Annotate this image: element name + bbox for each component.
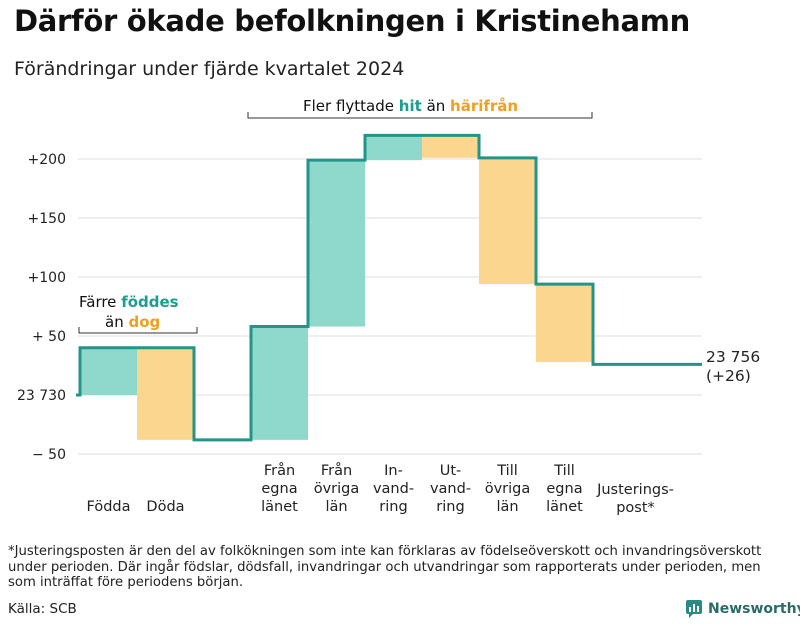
x-label-6: vand- [430, 481, 471, 497]
source: Källa: SCB [8, 601, 77, 617]
end-label: 23 756(+26) [706, 348, 760, 385]
x-label-7: län [496, 499, 518, 515]
footnote: *Justeringsposten är den del av folkökni… [8, 544, 762, 590]
annotation-top-mid: än [427, 97, 446, 115]
newsworthy-logo-icon [686, 600, 702, 618]
bar-födda [80, 347, 137, 395]
annotation-top-in: hit [399, 97, 422, 115]
brand-logo: Newsworthy [686, 600, 800, 618]
bar-till-övriga-län [479, 157, 536, 285]
bar-till-egna-länet [536, 284, 593, 362]
y-tick-label: 23 730 [17, 388, 66, 404]
annotation-left-in: föddes [121, 293, 178, 311]
annotation-left-mid: än [105, 313, 124, 331]
x-label-3: egna [261, 481, 297, 497]
bar-ut-vandring [422, 135, 479, 158]
x-label-4: Från [321, 462, 352, 479]
chart-subtitle: Förändringar under fjärde kvartalet 2024 [14, 58, 405, 80]
y-tick-label: + 50 [32, 329, 66, 345]
step-line [76, 133, 702, 442]
x-label-9: Justerings- [596, 482, 674, 498]
running-total-line [76, 133, 702, 442]
x-label-6: Ut- [440, 463, 462, 479]
annotation-top-prefix: Fler flyttade [303, 97, 394, 115]
annotation-left-bracket [78, 327, 198, 334]
annotation-top-line: Fler flyttade hit än härifrån [303, 97, 518, 115]
bar-döda [137, 347, 194, 440]
x-label-0: Födda [87, 499, 131, 515]
x-label-5: vand- [373, 481, 414, 497]
brand-name: Newsworthy [708, 601, 800, 617]
annotation-moved-in-vs-out: Fler flyttade hit än härifrån [247, 97, 593, 119]
x-label-1: Döda [146, 499, 184, 515]
end-value-label: (+26) [706, 367, 751, 385]
bar-in-vandring [365, 135, 422, 161]
annotation-top-out: härifrån [450, 97, 518, 115]
waterfall-chart: +200 +150 +100 + 50 23 730 − 50 Födda Döda Från… [17, 97, 760, 516]
bar-från-övriga-län [308, 160, 365, 327]
annotation-left-line1: Färre föddes [79, 293, 179, 311]
x-label-9: post* [616, 500, 655, 516]
x-label-8: egna [546, 481, 582, 497]
y-tick-label: − 50 [32, 447, 66, 463]
y-tick-label: +150 [28, 211, 66, 227]
x-label-8: länet [546, 499, 583, 515]
x-label-3: länet [261, 499, 298, 515]
annotation-left-out: dog [128, 313, 160, 331]
bar-från-egna-länet [251, 326, 308, 440]
x-label-4: län [325, 499, 347, 515]
x-label-5: In- [384, 463, 403, 479]
x-axis-labels: Födda Döda Från egna länet Från övriga län In-va… [87, 462, 674, 516]
chart-title: Därför ökade befolkningen i Kristinehamn [14, 4, 690, 38]
x-label-7: Till [496, 463, 518, 479]
x-label-6: ring [436, 499, 464, 515]
end-value-label: 23 756 [706, 348, 760, 366]
x-label-8: Till [553, 463, 575, 479]
x-label-7: övriga [485, 481, 531, 497]
x-label-5: ring [379, 499, 407, 515]
y-tick-label: +200 [28, 152, 66, 168]
y-axis-ticks: +200 +150 +100 + 50 23 730 − 50 [17, 152, 66, 463]
bars [80, 135, 593, 440]
y-tick-label: +100 [28, 270, 66, 286]
x-label-4: övriga [314, 481, 360, 497]
annotation-left-line2: än dog [105, 313, 160, 331]
annotation-left-prefix: Färre [79, 293, 116, 311]
x-label-3: Från [264, 462, 295, 479]
annotation-born-vs-died: Färre föddes än dog [78, 293, 198, 334]
annotation-top-bracket [247, 112, 593, 119]
